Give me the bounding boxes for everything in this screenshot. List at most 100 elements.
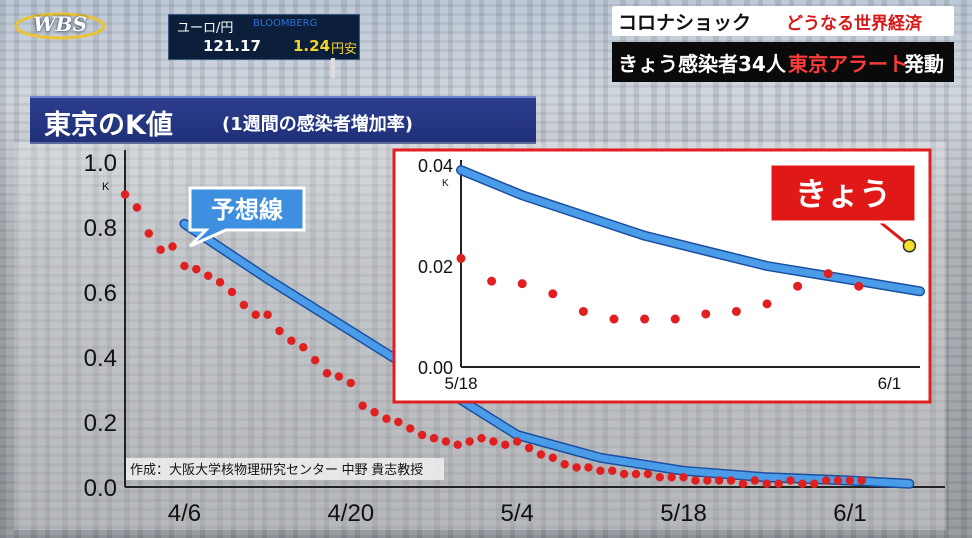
y-tick-label: 1.0 [84, 150, 117, 177]
data-point [560, 460, 569, 469]
data-point [517, 279, 527, 289]
forecast-band [180, 220, 913, 488]
data-point [608, 466, 617, 475]
data-point [762, 299, 772, 309]
x-tick-label: 5/4 [500, 500, 533, 527]
data-point [417, 430, 427, 440]
y-tick-labels: 0.0 0.2 0.4 0.6 0.8 1.0 [84, 150, 117, 502]
data-point [429, 434, 439, 443]
data-point [726, 476, 736, 485]
data-point [572, 463, 581, 472]
fx-source: BLOOMBERG [253, 18, 318, 29]
news-part1: きょう感染者34人 [618, 52, 786, 76]
x-tick-label: 5/18 [660, 500, 707, 527]
news-part3: 発動 [904, 52, 944, 76]
chart-title-bar: 東京のK値 (1週間の感染者増加率) [30, 96, 536, 144]
data-point [536, 450, 546, 459]
data-point [120, 190, 130, 199]
data-point [215, 278, 225, 287]
fx-label: ユーロ/円 [177, 21, 234, 36]
data-point [144, 229, 153, 238]
data-point [578, 306, 588, 316]
data-point [786, 476, 795, 485]
news-part2: 東京アラート [788, 52, 908, 76]
data-point [731, 306, 741, 316]
fx-direction: 円安 [331, 42, 358, 57]
chart-subtitle: (1週間の感染者増加率) [222, 114, 413, 135]
data-point [203, 271, 213, 280]
data-point [823, 269, 833, 279]
chart-title: 東京のK値 [44, 110, 173, 141]
data-point [406, 424, 415, 433]
data-point [156, 245, 165, 254]
data-point [857, 476, 867, 485]
data-point [358, 401, 367, 410]
credit-bg [126, 458, 444, 480]
inset-x-tick-labels: 5/18 6/1 [444, 374, 901, 393]
forecast-label: 予想線 [211, 196, 283, 224]
x-tick-label: 6/1 [878, 374, 902, 393]
data-point [738, 479, 748, 488]
data-point [477, 434, 486, 443]
data-point [487, 276, 497, 286]
data-point [192, 265, 201, 274]
wbs-logo: WBS [14, 4, 106, 44]
inset-y-axis-unit: K [442, 178, 449, 189]
y-tick-label: 0.0 [84, 475, 117, 502]
data-point [679, 473, 688, 482]
x-tick-label: 5/18 [444, 374, 477, 393]
data-point [845, 476, 855, 485]
data-point [382, 414, 391, 423]
data-point [640, 314, 650, 324]
data-point [833, 476, 843, 485]
logo-text: WBS [33, 12, 87, 36]
data-point [456, 253, 466, 263]
data-point [346, 378, 355, 388]
data-point [334, 372, 344, 381]
data-point [251, 310, 260, 319]
data-points [120, 190, 867, 488]
data-point [631, 469, 641, 479]
fx-ticker-box: ユーロ/円 BLOOMBERG 121.17 1.24 円安 [168, 14, 360, 60]
data-point [701, 309, 711, 319]
data-point [667, 473, 676, 482]
data-point [609, 314, 619, 324]
headline-topic: コロナショック どうなる世界経済 [612, 6, 954, 36]
data-point [810, 479, 819, 488]
y-tick-label: 0.02 [418, 257, 453, 277]
headline-title: コロナショック [618, 12, 752, 34]
fx-rate: 121.17 [203, 37, 261, 55]
data-point [793, 281, 803, 291]
x-tick-labels: 4/6 4/20 5/4 5/18 6/1 [168, 500, 867, 527]
y-tick-label: 0.4 [84, 345, 117, 372]
data-point [596, 466, 605, 475]
fx-change: 1.24 [293, 37, 331, 55]
y-tick-label: 0.00 [418, 358, 453, 378]
data-point [370, 408, 379, 417]
y-tick-label: 0.6 [84, 280, 117, 307]
y-tick-label: 0.2 [84, 410, 117, 437]
headline-subtitle: どうなる世界経済 [786, 14, 922, 34]
data-point [394, 417, 403, 427]
data-point [854, 281, 864, 291]
data-point [774, 479, 783, 488]
data-point [168, 242, 177, 251]
data-point [310, 356, 320, 365]
data-point [821, 476, 831, 485]
data-point [132, 203, 142, 212]
headline-news: きょう感染者34人 東京アラート 発動 [612, 42, 954, 82]
data-point [489, 437, 498, 446]
data-point [548, 453, 558, 462]
today-marker [902, 239, 917, 253]
data-point [670, 314, 680, 324]
inset-forecast-band [457, 166, 924, 295]
data-point [750, 476, 760, 485]
data-point [441, 437, 451, 446]
data-point [465, 437, 474, 446]
today-callout: きょう [768, 162, 918, 253]
data-point [715, 476, 724, 485]
today-label-box [768, 162, 918, 224]
data-point [239, 300, 249, 310]
